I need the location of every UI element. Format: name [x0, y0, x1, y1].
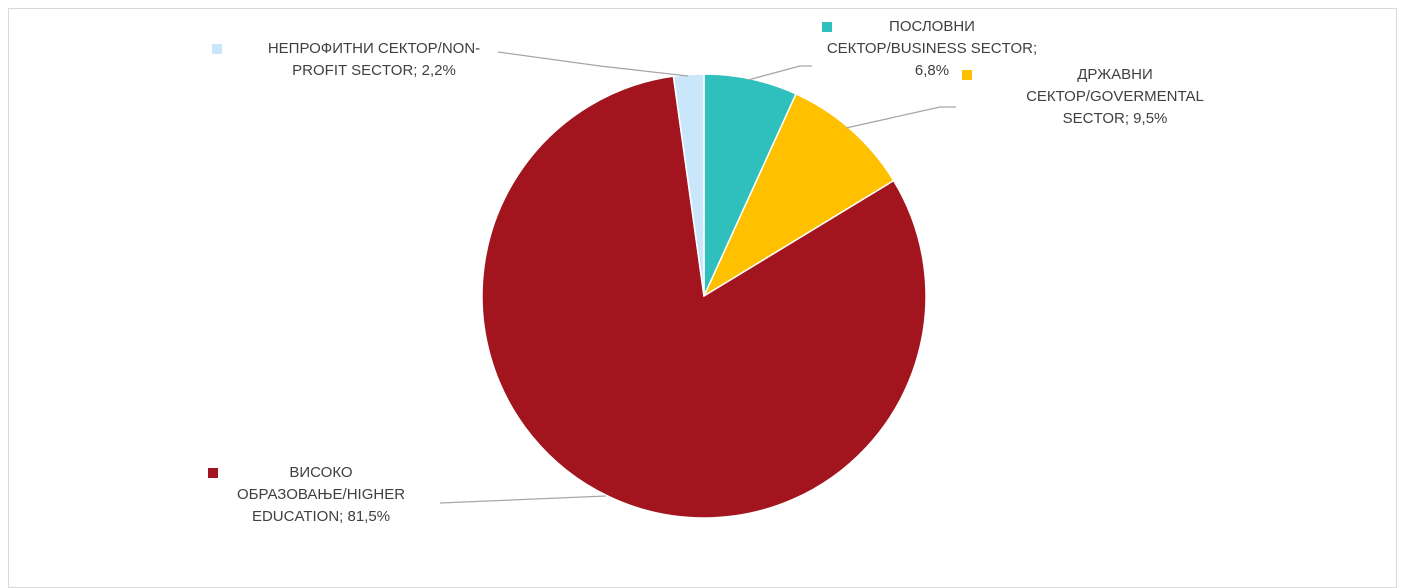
data-label-higher-education-line2: ОБРАЗОВАЊЕ/HIGHER — [236, 486, 406, 503]
swatch-governmental — [962, 70, 972, 80]
data-label-business-line3: 6,8% — [914, 62, 950, 79]
pie-slice-higher-education — [481, 75, 927, 519]
data-label-governmental: ДРЖАВНИ СЕКТОР/GOVERMENTAL SECTOR; 9,5% — [962, 64, 1210, 130]
data-label-business-line1: ПОСЛОВНИ — [889, 18, 975, 35]
swatch-nonprofit — [212, 44, 222, 54]
leader-line-higher-education — [439, 495, 607, 504]
data-label-nonprofit-line1: НЕПРОФИТНИ СЕКТОР/NON- — [267, 40, 481, 57]
leader-line-nonprofit — [497, 51, 689, 77]
pie-slice-nonprofit — [672, 73, 705, 297]
data-label-higher-education-line1: ВИСОКО — [289, 464, 353, 481]
data-label-nonprofit: НЕПРОФИТНИ СЕКТОР/NON- PROFIT SECTOR; 2,… — [210, 38, 510, 82]
data-label-governmental-line1: ДРЖАВНИ — [1077, 66, 1153, 83]
data-label-higher-education-line3: EDUCATION; 81,5% — [251, 508, 391, 525]
data-label-higher-education: ВИСОКО ОБРАЗОВАЊЕ/HIGHER EDUCATION; 81,5… — [206, 462, 436, 528]
pie-chart — [439, 51, 956, 519]
swatch-business — [822, 22, 832, 32]
data-label-business-line2: СЕКТОР/BUSINESS SECTOR; — [826, 40, 1038, 57]
leader-line-governmental — [845, 106, 956, 129]
data-label-governmental-line3: SECTOR; 9,5% — [1062, 110, 1168, 127]
leader-line-business — [747, 65, 812, 81]
data-label-business: ПОСЛОВНИ СЕКТОР/BUSINESS SECTOR; 6,8% — [822, 16, 1042, 82]
swatch-higher-education — [208, 468, 218, 478]
data-label-governmental-line2: СЕКТОР/GOVERMENTAL — [1026, 88, 1204, 105]
data-label-nonprofit-line2: PROFIT SECTOR; 2,2% — [292, 62, 456, 79]
pie-slice-governmental — [702, 92, 895, 298]
